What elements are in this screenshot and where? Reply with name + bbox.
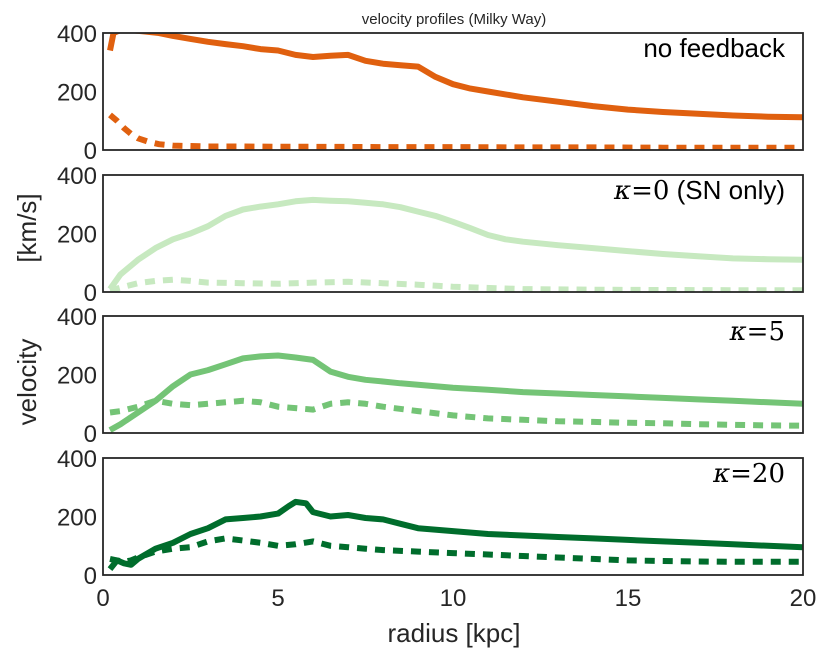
x-tick-2: 10 [440, 585, 467, 612]
panel-0-series-dashed-line [108, 112, 803, 150]
panel-2-y-tick-0: 0 [84, 421, 97, 448]
panel-2-y-tick-1: 200 [57, 363, 97, 390]
panel-3-y-tick-0: 0 [84, 563, 97, 590]
panel-1-lines [107, 196, 803, 292]
panel-3-series-dashed-line [109, 535, 803, 565]
panel-0-frame [102, 32, 804, 151]
panel-2-label: κ=5 [729, 317, 785, 347]
y-axis-label-velocity: velocity [12, 339, 42, 426]
panel-1-y-tick-1: 200 [57, 222, 97, 249]
panels: 0 200 400 no feedback 0 200 400 κ=0 (SN only) 0 2… [57, 21, 804, 590]
panel-1-y-tick-2: 400 [57, 163, 97, 190]
chart-title: velocity profiles (Milky Way) [362, 11, 546, 28]
panel-1: 0 200 400 κ=0 (SN only) [57, 163, 804, 307]
y-axis-label-units: [km/s] [12, 193, 42, 262]
panel-1-series-solid-line [107, 196, 803, 291]
panel-1-series-dashed-line [109, 276, 803, 292]
panel-1-frame [102, 174, 804, 293]
panel-0-y-tick-2: 400 [57, 21, 97, 48]
panel-2-frame [102, 315, 804, 434]
panel-3-lines [107, 498, 803, 571]
panel-0-y-tick-0: 0 [84, 138, 97, 165]
panel-2: 0 200 400 κ=5 [57, 304, 804, 448]
x-tick-0: 0 [96, 585, 109, 612]
panel-2-series-solid-line [108, 352, 803, 433]
panel-0-label: no feedback [643, 33, 786, 63]
panel-1-y-tick-0: 0 [84, 280, 97, 307]
panel-2-lines [108, 352, 803, 433]
panel-3: 0 200 400 κ=20 [57, 446, 804, 590]
panel-0-series-solid-line [107, 33, 803, 121]
panel-3-y-tick-1: 200 [57, 505, 97, 532]
x-tick-1: 5 [271, 585, 284, 612]
panel-0-y-tick-1: 200 [57, 80, 97, 107]
panel-3-series-solid-line [107, 498, 803, 571]
x-axis-label: radius [kpc] [388, 618, 521, 648]
x-tick-3: 15 [615, 585, 642, 612]
panel-0: 0 200 400 no feedback [57, 21, 804, 165]
x-axis-ticks: 0 5 10 15 20 [96, 585, 816, 612]
panel-1-label: κ=0 (SN only) [613, 175, 785, 206]
panel-2-y-tick-2: 400 [57, 304, 97, 331]
x-tick-4: 20 [790, 585, 817, 612]
panel-2-series-dashed-line [109, 397, 803, 429]
panel-0-lines [107, 33, 803, 150]
panel-3-y-tick-2: 400 [57, 446, 97, 473]
panel-3-label: κ=20 [712, 459, 785, 489]
panel-3-frame [102, 457, 804, 576]
